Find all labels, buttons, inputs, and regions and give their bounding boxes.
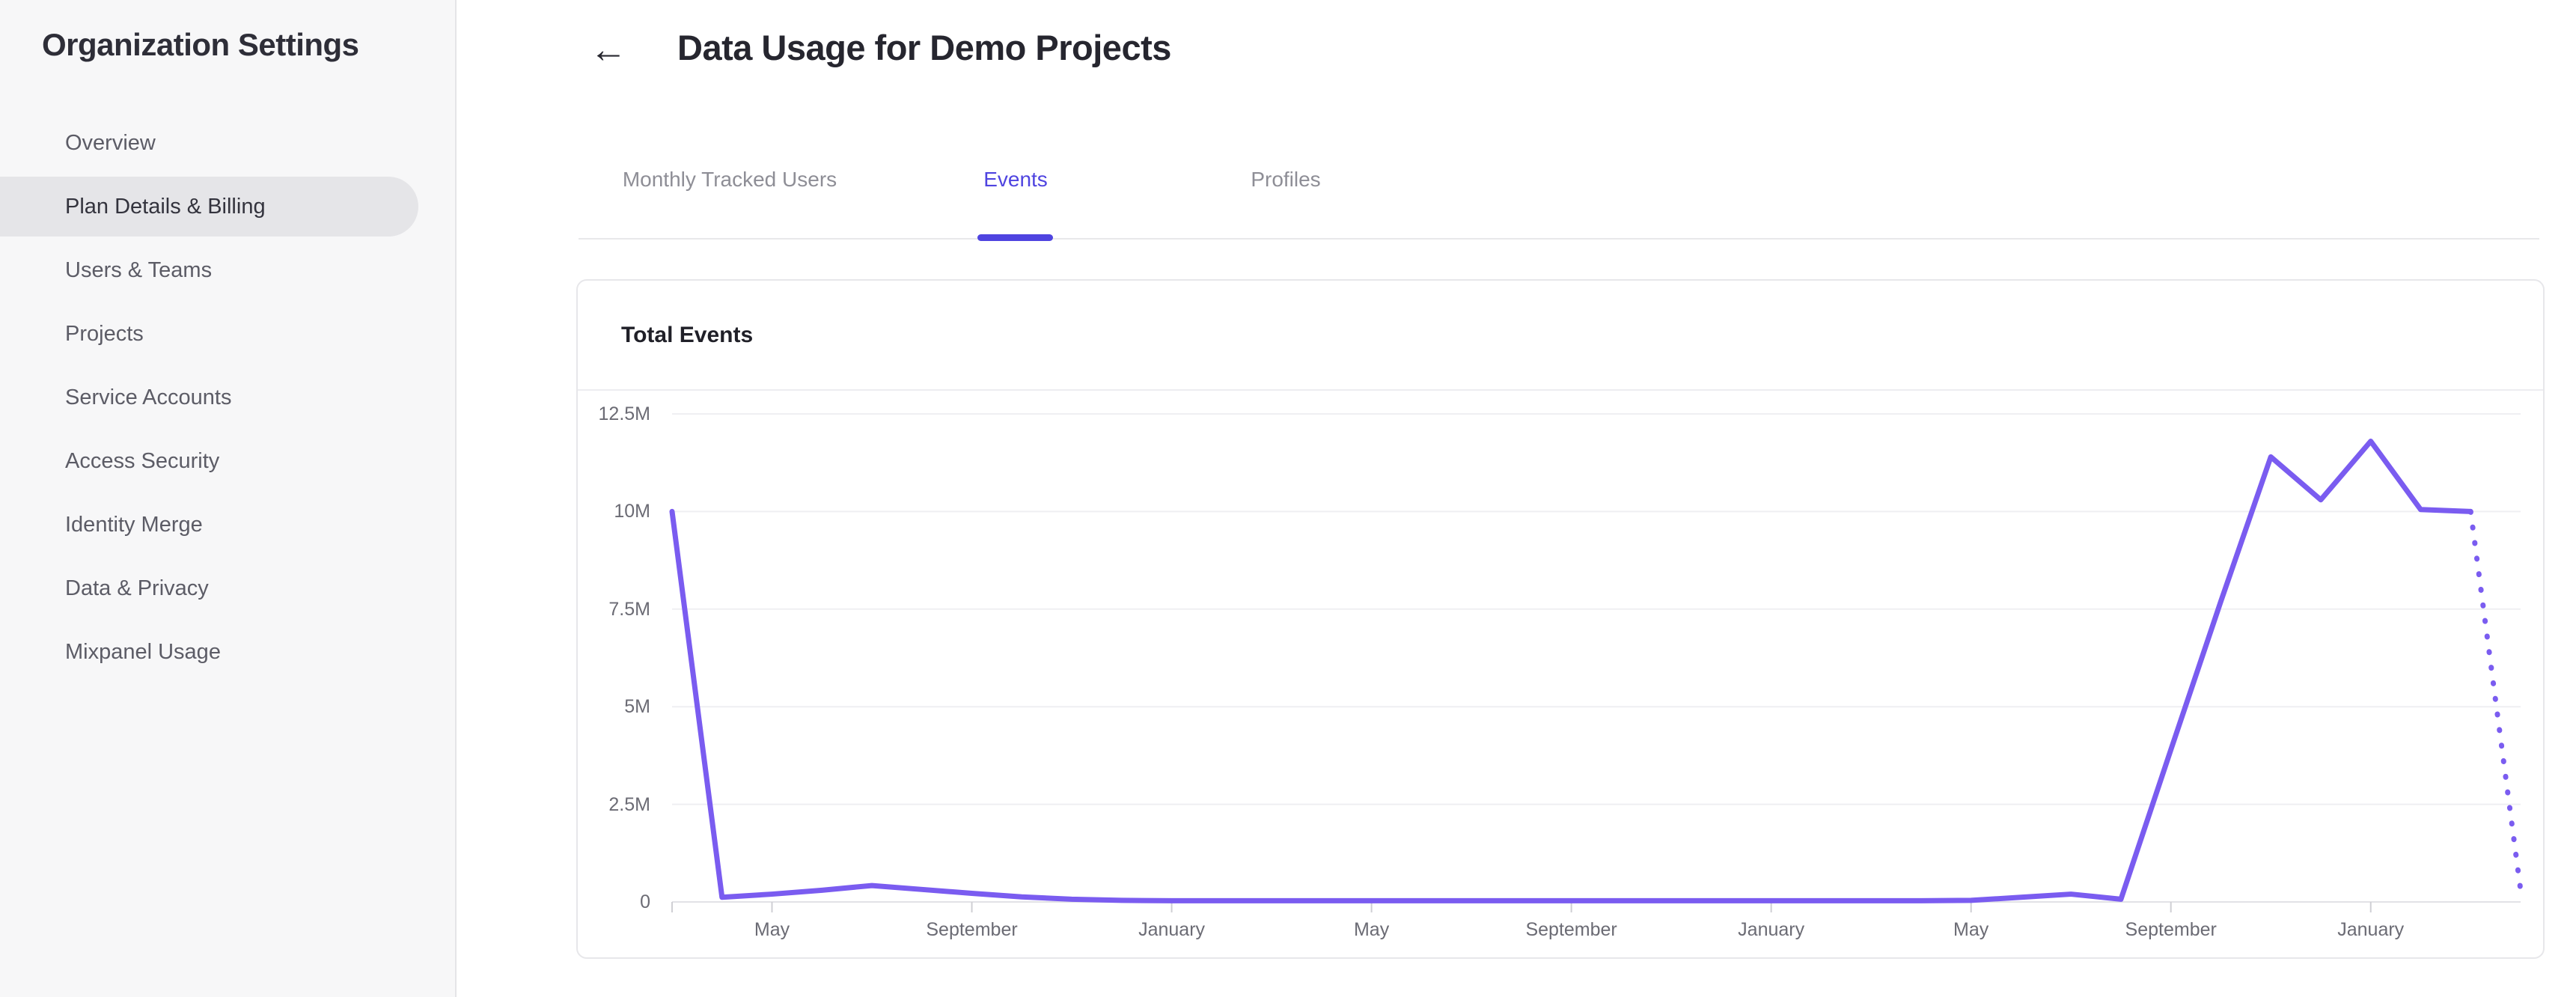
sidebar: Organization Settings Overview Plan Detai… xyxy=(0,0,457,997)
total-events-line-dashed-incomplete xyxy=(2467,508,2524,893)
sidebar-item-label: Users & Teams xyxy=(65,258,213,282)
sidebar-item-mixpanel-usage[interactable]: Mixpanel Usage xyxy=(0,622,457,682)
back-arrow-icon[interactable]: ← xyxy=(590,28,627,70)
sidebar-item-label: Identity Merge xyxy=(65,513,203,537)
line-chart-canvas[interactable] xyxy=(578,281,2543,957)
page-title: Data Usage for Demo Projects xyxy=(677,28,1171,67)
y-axis-label: 2.5M xyxy=(608,793,650,815)
sidebar-item-users-teams[interactable]: Users & Teams xyxy=(0,240,457,300)
x-axis-label: September xyxy=(2125,919,2217,940)
total-events-chart[interactable]: 0 2.5M 5M 7.5M 10M 12.5M May September January Ma… xyxy=(578,281,2543,957)
y-axis-label: 0 xyxy=(640,891,650,912)
sidebar-item-plan-details-billing[interactable]: Plan Details & Billing xyxy=(0,177,418,237)
x-axis-label: September xyxy=(1525,919,1617,940)
tab-bar: Monthly Tracked Users Events Profiles xyxy=(579,168,2539,201)
active-tab-indicator xyxy=(977,234,1053,241)
x-axis-label: January xyxy=(2337,919,2405,940)
total-events-card: Total Events 0 2.5M 5M 7.5M 10M 12.5M May Septe… xyxy=(576,279,2545,959)
x-axis-label: January xyxy=(1738,919,1805,940)
sidebar-item-label: Projects xyxy=(65,322,144,346)
card-title: Total Events xyxy=(621,323,754,347)
y-axis-label: 5M xyxy=(624,696,650,718)
sidebar-title: Organization Settings xyxy=(42,27,359,62)
y-axis-label: 12.5M xyxy=(598,403,650,424)
tab-profiles[interactable]: Profiles xyxy=(1251,168,1321,191)
x-axis-label: May xyxy=(1353,919,1390,940)
sidebar-item-label: Overview xyxy=(65,131,156,155)
x-axis-label: September xyxy=(926,919,1018,940)
x-axis-label: May xyxy=(754,919,790,940)
sidebar-item-service-accounts[interactable]: Service Accounts xyxy=(0,368,457,427)
y-axis-label: 10M xyxy=(614,501,650,522)
sidebar-item-label: Service Accounts xyxy=(65,385,232,409)
sidebar-item-overview[interactable]: Overview xyxy=(0,113,457,173)
total-events-line-solid xyxy=(669,439,2473,903)
sidebar-item-label: Mixpanel Usage xyxy=(65,640,221,664)
tab-monthly-tracked-users[interactable]: Monthly Tracked Users xyxy=(622,168,837,191)
tab-bar-divider xyxy=(579,238,2539,240)
tab-events[interactable]: Events xyxy=(983,168,1048,191)
sidebar-item-data-privacy[interactable]: Data & Privacy xyxy=(0,558,457,618)
sidebar-item-label: Plan Details & Billing xyxy=(65,195,266,219)
y-axis-label: 7.5M xyxy=(608,598,650,620)
x-axis-label: January xyxy=(1138,919,1206,940)
sidebar-item-projects[interactable]: Projects xyxy=(0,304,457,364)
sidebar-item-label: Access Security xyxy=(65,449,220,473)
sidebar-item-identity-merge[interactable]: Identity Merge xyxy=(0,495,457,555)
sidebar-item-access-security[interactable]: Access Security xyxy=(0,431,457,491)
x-axis-label: May xyxy=(1953,919,1989,940)
card-header-divider xyxy=(578,389,2543,391)
sidebar-item-label: Data & Privacy xyxy=(65,576,209,600)
